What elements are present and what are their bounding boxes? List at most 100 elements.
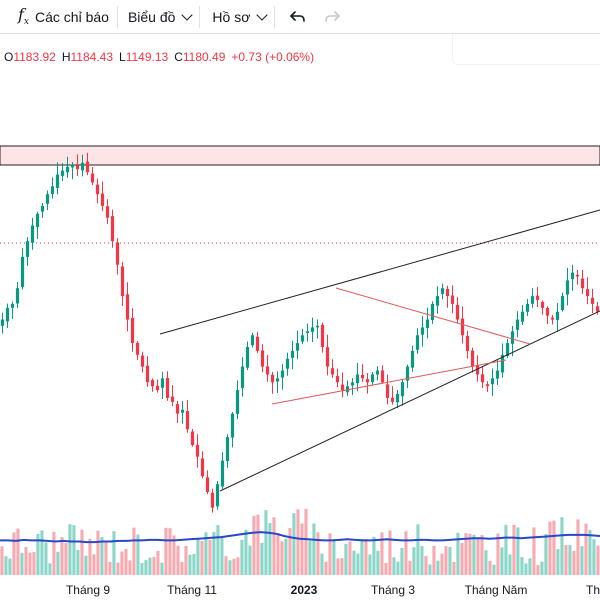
candle-body [25, 241, 30, 257]
volume-bar [384, 563, 388, 575]
time-axis-label: Tháng 11 [167, 583, 217, 597]
volume-bar [524, 563, 528, 575]
volume-bar [104, 541, 108, 575]
volume-bar [56, 551, 60, 575]
volume-bar [20, 552, 24, 575]
candle-body [55, 174, 60, 188]
volume-bar [576, 519, 580, 575]
candle-body [395, 394, 400, 403]
candle-body [385, 384, 390, 398]
resistance-zone-rect [0, 145, 600, 166]
volume-bar [280, 541, 284, 575]
candle-body [230, 413, 235, 438]
candle-body [410, 350, 415, 368]
close-value: 1180.49 [182, 50, 226, 64]
volume-bar [40, 530, 44, 575]
volume-bar [432, 545, 436, 575]
candle-body [470, 350, 475, 367]
volume-bar [152, 556, 156, 575]
candle-body [335, 375, 340, 383]
candle-body [420, 327, 425, 335]
candle-body [350, 382, 355, 386]
candle-body [405, 366, 410, 381]
volume-bar [388, 530, 392, 575]
candle-body [400, 382, 405, 397]
volume-bar [240, 539, 244, 575]
volume-bar [548, 521, 552, 575]
volume-bar [48, 563, 52, 575]
volume-bar [296, 509, 300, 575]
candle-body [200, 458, 205, 477]
volume-bar [416, 524, 420, 575]
candle-body [515, 319, 520, 330]
candle-body [545, 308, 550, 316]
volume-bar [308, 540, 312, 575]
candle-body [235, 390, 240, 414]
candle-body [245, 347, 250, 368]
volume-bar [220, 537, 224, 575]
indicators-button[interactable]: fx Các chỉ báo [0, 0, 117, 34]
wedge-lower-line [219, 310, 600, 492]
candle-body [170, 396, 175, 402]
price-chart[interactable]: Tháng 9 Tháng 11 2023 Tháng 3 Tháng Năm Th [0, 70, 600, 600]
candle-body [290, 350, 295, 358]
volume-bar [136, 534, 140, 575]
volume-bar [4, 556, 8, 575]
candle-body [80, 162, 85, 171]
volume-bar [588, 529, 592, 575]
candle-body [390, 397, 395, 402]
candle-body [435, 296, 440, 306]
volume-bar [268, 523, 272, 575]
candle-body [535, 295, 540, 300]
volume-bar [84, 555, 88, 575]
candle-body [0, 319, 5, 326]
candle-body [215, 484, 220, 507]
ohlc-legend: O 1183.92 H 1184.43 L 1149.13 C 1180.49 … [0, 46, 314, 68]
volume-bar [232, 558, 236, 575]
volume-bar [276, 532, 280, 575]
volume-bar [484, 550, 488, 575]
candle-body [430, 303, 435, 320]
volume-bar [168, 528, 172, 575]
candle-body [355, 374, 360, 384]
volume-bar [504, 524, 508, 575]
volume-bar [340, 558, 344, 575]
change-value: +0.73 (+0.06%) [231, 50, 315, 64]
volume-bar [360, 538, 364, 575]
candle-body [505, 343, 510, 357]
candle-body [30, 225, 35, 243]
candle-body [50, 186, 55, 194]
redo-button[interactable] [315, 0, 349, 34]
candle-body [105, 206, 110, 218]
candle-body [560, 296, 565, 310]
volume-bar [272, 517, 276, 575]
volume-bar [348, 541, 352, 575]
candle-body [540, 301, 545, 308]
chart-type-button[interactable]: Biểu đồ [118, 0, 199, 34]
volume-bar [420, 546, 424, 575]
volume-bar [344, 543, 348, 575]
volume-bar [8, 558, 12, 575]
candle-body [455, 304, 460, 320]
toolbar-separator [199, 5, 201, 28]
toolbar-separator [274, 5, 276, 28]
candle-body [595, 306, 600, 312]
volume-bar [552, 520, 556, 575]
candle-body [285, 358, 290, 369]
volume-bar [488, 560, 492, 575]
candle-body [340, 384, 345, 391]
candle-body [205, 477, 210, 492]
low-key: L [119, 50, 126, 64]
candle-body [345, 386, 350, 393]
profile-button[interactable]: Hồ sơ [200, 0, 274, 34]
candle-body [225, 437, 230, 462]
undo-button[interactable] [281, 0, 315, 34]
volume-bar [376, 550, 380, 575]
volume-bar [80, 529, 84, 575]
volume-bar [112, 531, 116, 575]
volume-bar [0, 546, 4, 575]
volume-bar [100, 537, 104, 575]
candle-body [590, 297, 595, 304]
wedge-upper-line [159, 209, 600, 335]
volume-bar [116, 562, 120, 575]
